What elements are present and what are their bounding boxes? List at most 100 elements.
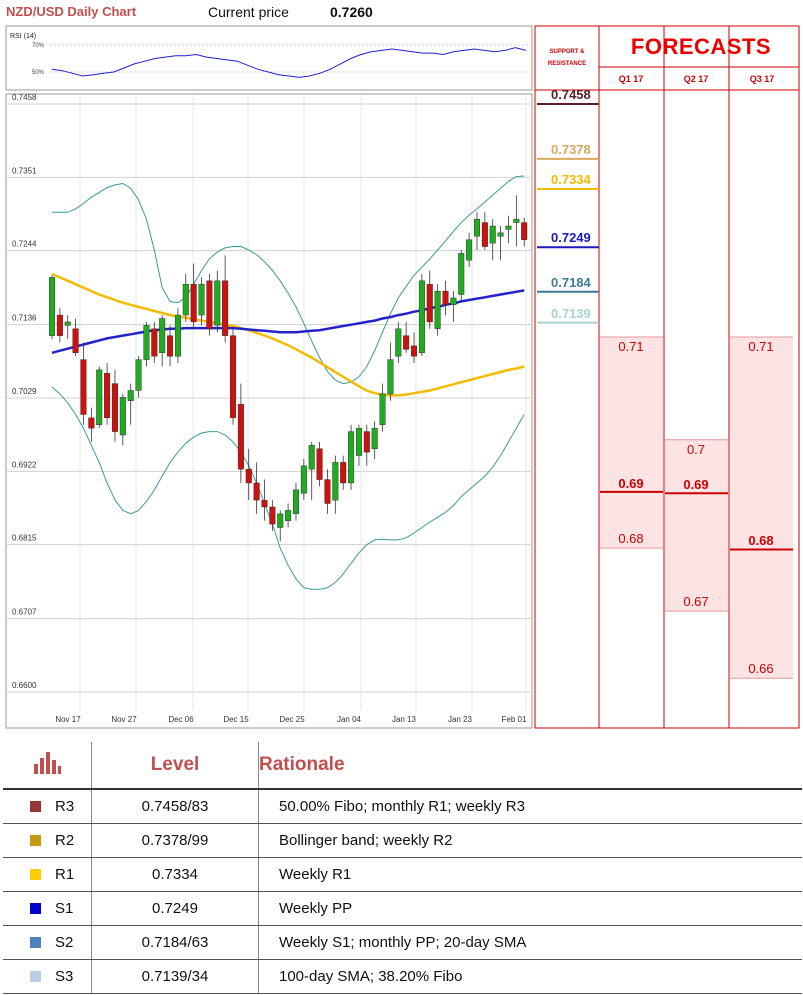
- level-swatch: [30, 937, 41, 948]
- candle: [261, 479, 268, 521]
- candle: [418, 273, 425, 357]
- x-tick-label: Nov 27: [111, 715, 137, 724]
- candle: [56, 308, 63, 343]
- y-tick-label: 0.7351: [12, 166, 37, 175]
- candle-body: [80, 359, 87, 415]
- level-rationale: Weekly PP: [279, 900, 353, 917]
- candle: [371, 421, 378, 459]
- candle-body: [230, 335, 237, 419]
- candle: [285, 503, 292, 528]
- candle: [466, 232, 473, 268]
- level-name: S2: [55, 934, 74, 951]
- forecast-median-label: 0.69: [683, 477, 709, 493]
- forecast-median-label: 0.69: [618, 475, 644, 491]
- forecast-low-label: 0.67: [683, 594, 709, 610]
- price-panel: [5, 93, 533, 729]
- candle-body: [363, 431, 370, 453]
- chart-title: NZD/USD Daily Chart: [6, 4, 137, 19]
- quarter-header-q1: Q1 17: [618, 74, 644, 84]
- candle: [450, 291, 457, 322]
- y-tick-label: 0.7458: [12, 93, 37, 102]
- candle-body: [300, 465, 307, 494]
- candle-body: [182, 284, 189, 316]
- bollinger-upper-line: [52, 175, 525, 385]
- candle-body: [426, 284, 433, 323]
- level-rationale-cell: 50.00% Fibo; monthly R1; weekly R3: [258, 789, 802, 824]
- candle: [300, 458, 307, 501]
- candle: [308, 441, 315, 501]
- candle-body: [135, 359, 142, 391]
- level-rationale: 100-day SMA; 38.20% Fibo: [279, 968, 463, 985]
- candle-body: [167, 335, 174, 357]
- candle: [182, 273, 189, 322]
- candle: [119, 393, 126, 446]
- candle-body: [466, 239, 473, 261]
- candle-body: [277, 513, 284, 528]
- candle-body: [151, 328, 158, 357]
- candle-body: [324, 479, 331, 504]
- level-row: S3 0.7139/34 100-day SMA; 38.20% Fibo: [3, 959, 802, 994]
- candle: [111, 369, 118, 442]
- x-tick-label: Jan 13: [392, 715, 417, 724]
- y-tick-label: 0.6922: [12, 460, 37, 469]
- sr-level-label: 0.7184: [551, 274, 591, 290]
- candle: [355, 424, 362, 466]
- candle-body: [458, 253, 465, 295]
- x-tick-label: Jan 23: [448, 715, 473, 724]
- candle: [190, 263, 197, 329]
- forecast-median-label: 0.68: [748, 533, 774, 549]
- candle-body: [190, 284, 197, 323]
- candle: [458, 249, 465, 302]
- forecasts-title: FORECASTS: [630, 34, 772, 59]
- candle-body: [340, 462, 347, 484]
- level-rationale: Weekly R1: [279, 866, 352, 883]
- level-rationale-cell: Weekly S1; monthly PP; 20-day SMA: [258, 925, 802, 960]
- level-row: S1 0.7249 Weekly PP: [3, 891, 802, 926]
- y-tick-label: 0.7029: [12, 387, 37, 396]
- level-name-cell: R3: [3, 789, 92, 824]
- candle: [348, 424, 355, 490]
- candle: [253, 462, 260, 514]
- candle: [88, 407, 95, 442]
- candle-body: [111, 383, 118, 432]
- candle-body: [355, 427, 362, 456]
- candle-body: [285, 510, 292, 521]
- level-name-cell: R2: [3, 823, 92, 858]
- candle-body: [505, 225, 512, 230]
- candle: [316, 441, 323, 487]
- quarter-header-q2: Q2 17: [683, 74, 709, 84]
- candle-body: [481, 222, 488, 247]
- candle: [64, 315, 71, 340]
- candle: [198, 277, 205, 326]
- x-tick-label: Dec 25: [279, 715, 305, 724]
- candle-body: [206, 280, 213, 329]
- level-row: S2 0.7184/63 Weekly S1; monthly PP; 20-day…: [3, 925, 802, 960]
- candle-body: [49, 277, 56, 336]
- x-tick-label: Dec 06: [168, 715, 194, 724]
- rsi-line: [51, 47, 526, 78]
- level-value: 0.7249: [91, 891, 259, 926]
- x-tick-label: Feb 01: [502, 715, 527, 724]
- candle-body: [72, 328, 79, 353]
- candle: [269, 500, 276, 531]
- forecast-panel: [534, 25, 800, 729]
- y-tick-label: 0.6707: [12, 608, 37, 617]
- level-name: S3: [55, 968, 74, 985]
- candle-body: [104, 373, 111, 419]
- candle: [167, 325, 174, 367]
- y-tick-label: 0.6600: [12, 681, 37, 690]
- candle: [49, 275, 56, 340]
- candle: [442, 280, 449, 316]
- candle: [292, 482, 299, 521]
- level-column-header: Level: [91, 742, 259, 790]
- level-name-cell: S1: [3, 891, 92, 926]
- y-tick-label: 0.7244: [12, 240, 37, 249]
- candle: [363, 424, 370, 466]
- candle-body: [513, 218, 520, 223]
- level-swatch: [30, 835, 41, 846]
- candle-body: [159, 318, 166, 353]
- candle: [324, 469, 331, 514]
- sma100-line: [51, 272, 525, 397]
- x-tick-label: Jan 04: [337, 715, 362, 724]
- candle: [222, 255, 229, 343]
